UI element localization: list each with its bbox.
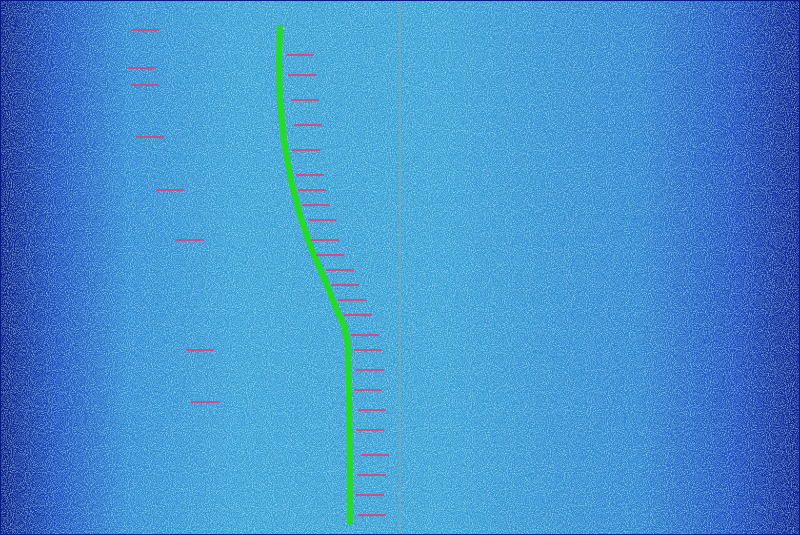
noise-dark: [0, 0, 800, 535]
signal-dash: [136, 136, 164, 138]
signal-dash: [356, 369, 384, 371]
signal-dash: [356, 429, 384, 431]
signal-dash: [131, 84, 159, 86]
signal-dash: [292, 149, 320, 151]
signal-dash: [316, 254, 344, 256]
signal-dash: [351, 334, 379, 336]
background: [0, 0, 800, 535]
signal-dash: [296, 174, 324, 176]
center-line: [400, 0, 401, 535]
plot-frame: [1, 1, 800, 535]
trace-line: [279, 28, 350, 522]
waterfall: [0, 0, 800, 535]
signal-dash: [191, 401, 219, 403]
noise: [0, 0, 800, 535]
signal-dash: [338, 299, 366, 301]
signal-dash: [311, 239, 339, 241]
signal-dash: [128, 67, 156, 69]
signal-dash: [326, 269, 354, 271]
signal-dash: [356, 494, 384, 496]
signal-dash: [361, 454, 389, 456]
signal-dash: [344, 314, 372, 316]
signal-dash: [176, 239, 204, 241]
signal-dash: [354, 349, 382, 351]
signal-dash: [291, 99, 319, 101]
signal-dash: [302, 204, 330, 206]
signal-dash: [298, 189, 326, 191]
signal-dash: [156, 189, 184, 191]
signal-dash: [358, 474, 386, 476]
signal-dash: [288, 74, 316, 76]
signal-dash: [358, 409, 386, 411]
plot-area: [128, 28, 389, 522]
signal-dash: [354, 389, 382, 391]
signal-dash: [331, 284, 359, 286]
plot-frame: [1, 1, 800, 535]
signal-dash: [358, 514, 386, 516]
signal-dash: [131, 29, 159, 31]
signal-dash: [286, 54, 314, 56]
signal-dash: [186, 349, 214, 351]
signal-dash: [308, 219, 336, 221]
signal-dash: [294, 124, 322, 126]
